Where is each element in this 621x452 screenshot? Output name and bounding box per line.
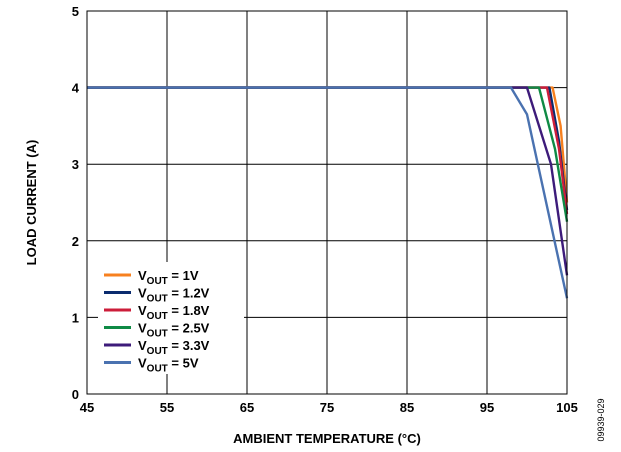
y-tick-label: 2 — [72, 234, 79, 249]
x-tick-label: 105 — [556, 400, 578, 415]
x-tick-label: 85 — [400, 400, 414, 415]
x-tick-label: 45 — [80, 400, 94, 415]
y-tick-label: 5 — [72, 4, 79, 19]
x-axis-label: AMBIENT TEMPERATURE (°C) — [233, 431, 421, 446]
y-tick-label: 4 — [72, 81, 80, 96]
x-tick-label: 55 — [160, 400, 174, 415]
legend-label: VOUT = 1.2V — [138, 286, 210, 305]
y-tick-label: 0 — [72, 387, 79, 402]
legend-label: VOUT = 3.3V — [138, 338, 210, 357]
y-tick-labels: 0 1 2 3 4 5 — [72, 4, 80, 402]
legend-label: VOUT = 2.5V — [138, 321, 210, 340]
x-tick-label: 65 — [240, 400, 254, 415]
series-line-6 — [87, 86, 569, 299]
x-tick-labels: 45 55 65 75 85 95 105 — [80, 400, 578, 415]
y-axis-label: LOAD CURRENT (A) — [24, 140, 39, 266]
plot-frame — [86, 10, 568, 395]
legend-background — [98, 262, 244, 374]
legend-label: VOUT = 1V — [138, 268, 199, 287]
x-tick-label: 95 — [480, 400, 494, 415]
legend-label: VOUT = 1.8V — [138, 303, 210, 322]
legend-label: VOUT = 5V — [138, 356, 199, 375]
chart-series-group — [87, 86, 569, 299]
x-tick-label: 75 — [320, 400, 334, 415]
figure-id: 09939-029 — [596, 398, 606, 441]
y-tick-label: 1 — [72, 310, 79, 325]
y-tick-label: 3 — [72, 157, 79, 172]
